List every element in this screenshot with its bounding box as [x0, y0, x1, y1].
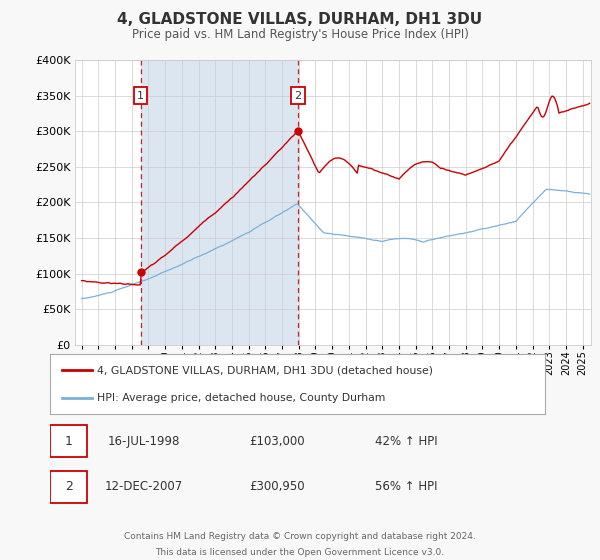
- Text: 2: 2: [295, 91, 301, 101]
- Text: HPI: Average price, detached house, County Durham: HPI: Average price, detached house, Coun…: [97, 393, 385, 403]
- Text: 16-JUL-1998: 16-JUL-1998: [107, 435, 180, 448]
- Text: 2: 2: [65, 480, 73, 493]
- Text: 4, GLADSTONE VILLAS, DURHAM, DH1 3DU (detached house): 4, GLADSTONE VILLAS, DURHAM, DH1 3DU (de…: [97, 365, 433, 375]
- Text: This data is licensed under the Open Government Licence v3.0.: This data is licensed under the Open Gov…: [155, 548, 445, 557]
- Text: £300,950: £300,950: [250, 480, 305, 493]
- Text: Price paid vs. HM Land Registry's House Price Index (HPI): Price paid vs. HM Land Registry's House …: [131, 28, 469, 41]
- Text: 42% ↑ HPI: 42% ↑ HPI: [375, 435, 437, 448]
- Text: 1: 1: [137, 91, 144, 101]
- Text: Contains HM Land Registry data © Crown copyright and database right 2024.: Contains HM Land Registry data © Crown c…: [124, 532, 476, 541]
- FancyBboxPatch shape: [50, 425, 87, 457]
- Text: 1: 1: [65, 435, 73, 448]
- Text: £103,000: £103,000: [250, 435, 305, 448]
- Bar: [141, 60, 298, 345]
- FancyBboxPatch shape: [50, 471, 87, 503]
- Text: 12-DEC-2007: 12-DEC-2007: [105, 480, 183, 493]
- Text: 56% ↑ HPI: 56% ↑ HPI: [375, 480, 437, 493]
- Text: 4, GLADSTONE VILLAS, DURHAM, DH1 3DU: 4, GLADSTONE VILLAS, DURHAM, DH1 3DU: [118, 12, 482, 27]
